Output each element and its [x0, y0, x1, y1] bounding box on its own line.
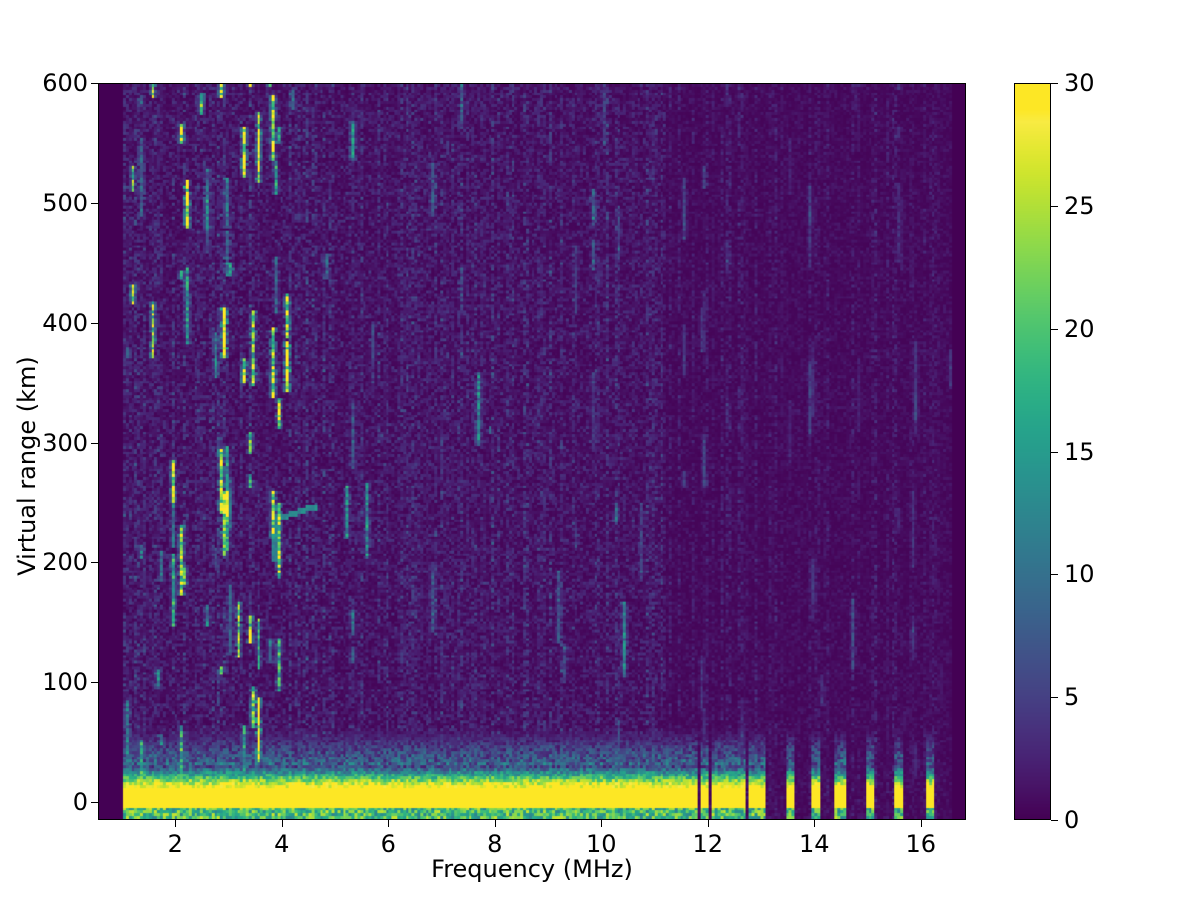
ionogram-plot-area [98, 83, 966, 820]
colorbar [1014, 83, 1051, 820]
x-axis-tick-label: 8 [487, 830, 503, 858]
x-axis-tick-mark [175, 820, 177, 827]
x-axis-tick-mark [707, 820, 709, 827]
colorbar-tick-label: 10 [1064, 560, 1095, 589]
y-axis-tick-label: 500 [42, 188, 88, 217]
y-axis-tick-label: 600 [42, 69, 88, 97]
x-axis-tick-label: 4 [274, 830, 290, 858]
x-axis-tick-mark [494, 820, 496, 827]
colorbar-tick-mark [1051, 574, 1058, 576]
colorbar-tick-mark [1051, 83, 1058, 84]
y-axis-tick-mark [91, 562, 98, 564]
x-axis-tick-label: 2 [167, 830, 183, 858]
x-axis-tick-label: 10 [585, 830, 617, 858]
x-axis-tick-mark [814, 820, 816, 827]
y-axis-tick-mark [91, 83, 98, 84]
y-axis-tick-label: 300 [42, 428, 88, 457]
colorbar-tick-mark [1051, 451, 1058, 453]
x-axis-tick-mark [281, 820, 283, 827]
colorbar-tick-mark [1051, 328, 1058, 330]
x-axis-label: Frequency (MHz) [431, 855, 633, 883]
x-axis-tick-label: 12 [692, 830, 723, 858]
colorbar-tick-label: 25 [1064, 191, 1095, 220]
colorbar-tick-mark [1051, 205, 1058, 207]
y-axis-tick-label: 0 [72, 788, 88, 817]
colorbar-tick-label: 15 [1064, 437, 1095, 466]
y-axis-label: Virtual range (km) [13, 356, 41, 576]
y-axis-tick-mark [91, 322, 98, 324]
colorbar-gradient-canvas [1015, 84, 1050, 819]
ionogram-heatmap [99, 84, 965, 819]
colorbar-tick-label: 0 [1064, 806, 1080, 834]
colorbar-tick-label: 30 [1064, 69, 1095, 97]
y-axis-tick-mark [91, 202, 98, 204]
colorbar-tick-mark [1051, 820, 1058, 821]
y-axis-tick-label: 400 [42, 308, 88, 337]
colorbar-tick-label: 5 [1064, 683, 1080, 712]
y-axis-tick-mark [91, 682, 98, 684]
y-axis-tick-mark [91, 802, 98, 804]
x-axis-tick-mark [601, 820, 603, 827]
x-axis-tick-mark [388, 820, 390, 827]
y-axis-tick-label: 100 [42, 668, 88, 697]
x-axis-tick-label: 16 [905, 830, 936, 858]
x-axis-tick-label: 14 [798, 830, 830, 858]
x-axis-tick-mark [920, 820, 922, 827]
x-axis-tick-label: 6 [380, 830, 396, 858]
y-axis-tick-mark [91, 442, 98, 444]
y-axis-tick-label: 200 [42, 548, 88, 577]
colorbar-tick-mark [1051, 697, 1058, 699]
colorbar-tick-label: 20 [1064, 314, 1095, 343]
